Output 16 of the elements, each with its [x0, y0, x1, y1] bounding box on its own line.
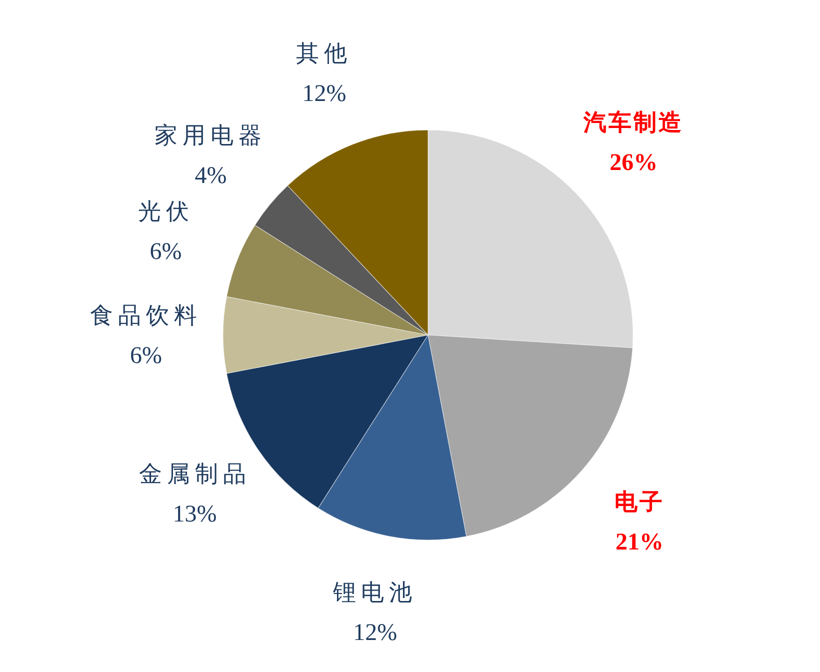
slice-label: 家用电器: [154, 123, 267, 148]
data-label: 21%: [616, 529, 664, 556]
data-label: 4%: [194, 163, 227, 190]
slice-label: 食品饮料: [90, 303, 202, 328]
data-label: 12%: [353, 620, 398, 646]
data-label: 6%: [150, 239, 182, 266]
slice-label: 电子: [614, 489, 665, 514]
slice-label: 光伏: [138, 199, 194, 224]
data-label: 13%: [172, 502, 217, 528]
slice-label: 汽车制造: [582, 110, 684, 135]
data-label: 26%: [610, 150, 658, 176]
slice-label: 锂电池: [332, 580, 418, 606]
data-label: 12%: [302, 80, 346, 107]
slice-label: 其他: [296, 40, 352, 66]
slice-label: 金属制品: [138, 462, 251, 487]
data-label: 6%: [130, 343, 162, 369]
